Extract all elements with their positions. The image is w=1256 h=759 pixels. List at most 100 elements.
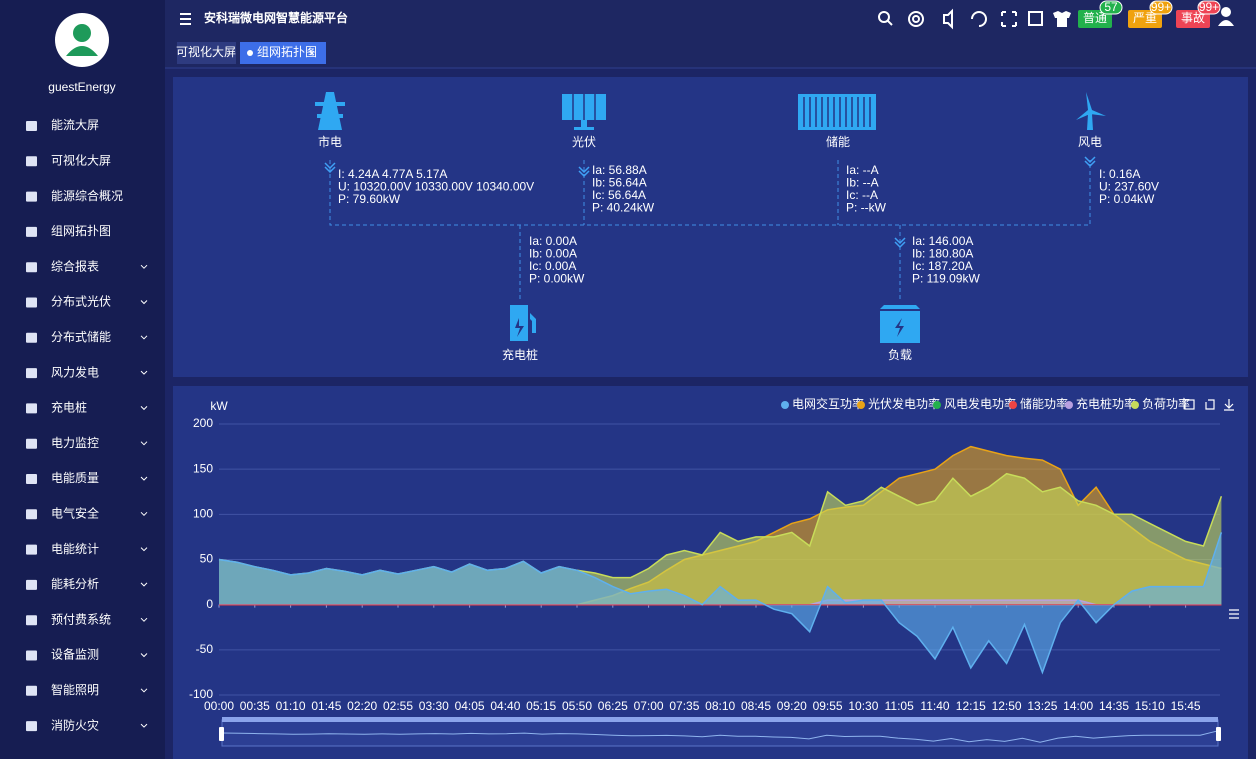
legend-swatch[interactable] (1065, 401, 1073, 409)
tab-close[interactable] (309, 50, 315, 56)
legend-swatch[interactable] (1009, 401, 1017, 409)
zoom-handle[interactable] (1216, 727, 1221, 741)
x-tick-label: 03:30 (419, 699, 449, 713)
avatar-head (73, 24, 91, 42)
tab[interactable] (177, 42, 236, 64)
menu-chevron (140, 688, 148, 693)
menu-item[interactable]: 电能质量 (51, 471, 99, 485)
x-tick-label: 04:40 (490, 699, 520, 713)
theme-icon[interactable] (1053, 11, 1071, 27)
tab-active[interactable] (240, 42, 326, 64)
chart-tools[interactable] (1184, 399, 1239, 619)
topology-links (329, 160, 1091, 300)
legend-label[interactable]: 电网交互功率 (792, 396, 864, 411)
x-tick-label: 11:05 (885, 699, 914, 713)
menu-icon (26, 721, 37, 732)
menu-chevron (140, 511, 148, 517)
menu-item[interactable]: 预付费系统 (51, 612, 111, 626)
y-tick-label: 0 (206, 597, 213, 611)
menu-icon (26, 368, 37, 379)
legend-label[interactable]: 充电桩功率 (1076, 396, 1136, 411)
menu-chevron (140, 441, 148, 446)
menu-chevron (140, 653, 148, 658)
x-tick-label: 09:55 (813, 699, 843, 713)
x-tick-label: 02:55 (383, 699, 413, 713)
menu-item[interactable]: 能源综合概况 (51, 188, 123, 203)
x-tick-label: 00:35 (240, 699, 270, 713)
menu-item[interactable]: 消防火灾 (51, 717, 99, 732)
node-label: 充电桩 (502, 347, 538, 362)
node-icon[interactable] (510, 305, 536, 341)
series-line (218, 532, 1223, 675)
menu-item[interactable]: 组网拓扑图 (51, 224, 111, 238)
legend-label[interactable]: 储能功率 (1020, 396, 1068, 411)
menu-item[interactable]: 设备监测 (51, 648, 99, 662)
alarm-label: 普通 (1083, 11, 1107, 25)
menu-item[interactable]: 能流大屏 (51, 118, 99, 132)
menu-item[interactable]: 电能统计 (51, 542, 99, 556)
x-tick-label: 08:45 (741, 699, 771, 713)
legend-swatch[interactable] (857, 401, 865, 409)
x-tick-label: 11:40 (920, 699, 949, 713)
menu-item[interactable]: 电力监控 (51, 436, 99, 450)
x-tick-label: 04:05 (455, 699, 485, 713)
menu-item[interactable]: 能耗分析 (51, 577, 99, 591)
menu-item[interactable]: 风力发电 (51, 364, 99, 379)
node-icon[interactable] (315, 92, 345, 130)
legend-swatch[interactable] (933, 401, 941, 409)
node-icon[interactable] (880, 305, 920, 343)
area-fill (219, 600, 1222, 605)
menu-item[interactable]: 智能照明 (51, 682, 99, 697)
alarm-count-bubble (1149, 0, 1173, 15)
node-reading: I: 0.16A (1099, 167, 1140, 181)
legend-swatch[interactable] (1131, 401, 1139, 409)
legend-label[interactable]: 负荷功率 (1142, 396, 1190, 411)
sidebar (0, 0, 165, 759)
flow-arrows (324, 156, 1096, 249)
x-tick-label: 12:50 (992, 699, 1022, 713)
menu-item[interactable]: 综合报表 (51, 258, 99, 273)
menu-chevron (140, 300, 148, 305)
user-icon[interactable] (1221, 7, 1231, 17)
alarm-badge[interactable] (1176, 10, 1210, 28)
legend-label[interactable]: 风电发电功率 (944, 396, 1016, 411)
alarm-badge[interactable] (1078, 10, 1112, 28)
app-title: 安科瑞微电网智慧能源平台 (204, 10, 348, 25)
menu-item[interactable]: 充电桩 (51, 400, 87, 415)
node-label: 负载 (888, 348, 912, 362)
legend-label[interactable]: 光伏发电功率 (868, 396, 940, 411)
node-icon[interactable] (1076, 92, 1106, 130)
y-tick-label: 200 (193, 416, 213, 430)
menu-chevron (140, 476, 148, 481)
node-reading: Ib: 0.00A (529, 247, 577, 261)
zoom-slider[interactable] (221, 719, 1219, 747)
node-reading: Ib: 56.64A (592, 176, 647, 190)
node-reading: P: 79.60kW (338, 192, 401, 206)
menu-icon (26, 579, 37, 590)
x-tick-label: 05:15 (526, 699, 556, 713)
node-reading: Ia: 56.88A (592, 163, 647, 177)
menu-item[interactable]: 可视化大屏 (51, 152, 111, 167)
menu-chevron (140, 582, 148, 587)
menu-toggle[interactable] (180, 13, 191, 25)
node-reading: U: 10320.00V 10330.00V 10340.00V (338, 180, 534, 194)
tab-label: 可视化大屏 (176, 44, 236, 59)
menu-item[interactable]: 电气安全 (51, 505, 99, 520)
zoom-handle[interactable] (219, 727, 224, 741)
menu-item[interactable]: 分布式光伏 (51, 295, 111, 309)
menu-chevron (140, 370, 148, 375)
node-icon[interactable] (798, 94, 876, 130)
alarm-count: 99+ (1151, 0, 1171, 14)
node-reading: I: 4.24A 4.77A 5.17A (338, 167, 447, 181)
x-tick-label: 07:35 (669, 699, 699, 713)
toolbar-icons[interactable] (878, 8, 1043, 30)
node-label: 风电 (1078, 135, 1102, 149)
menu-item[interactable]: 分布式储能 (51, 329, 111, 344)
tab-dot (247, 50, 253, 56)
legend-swatch[interactable] (781, 401, 789, 409)
node-label: 光伏 (572, 135, 596, 149)
alarm-badge[interactable] (1128, 10, 1162, 28)
node-reading: Ia: 146.00A (912, 234, 973, 248)
